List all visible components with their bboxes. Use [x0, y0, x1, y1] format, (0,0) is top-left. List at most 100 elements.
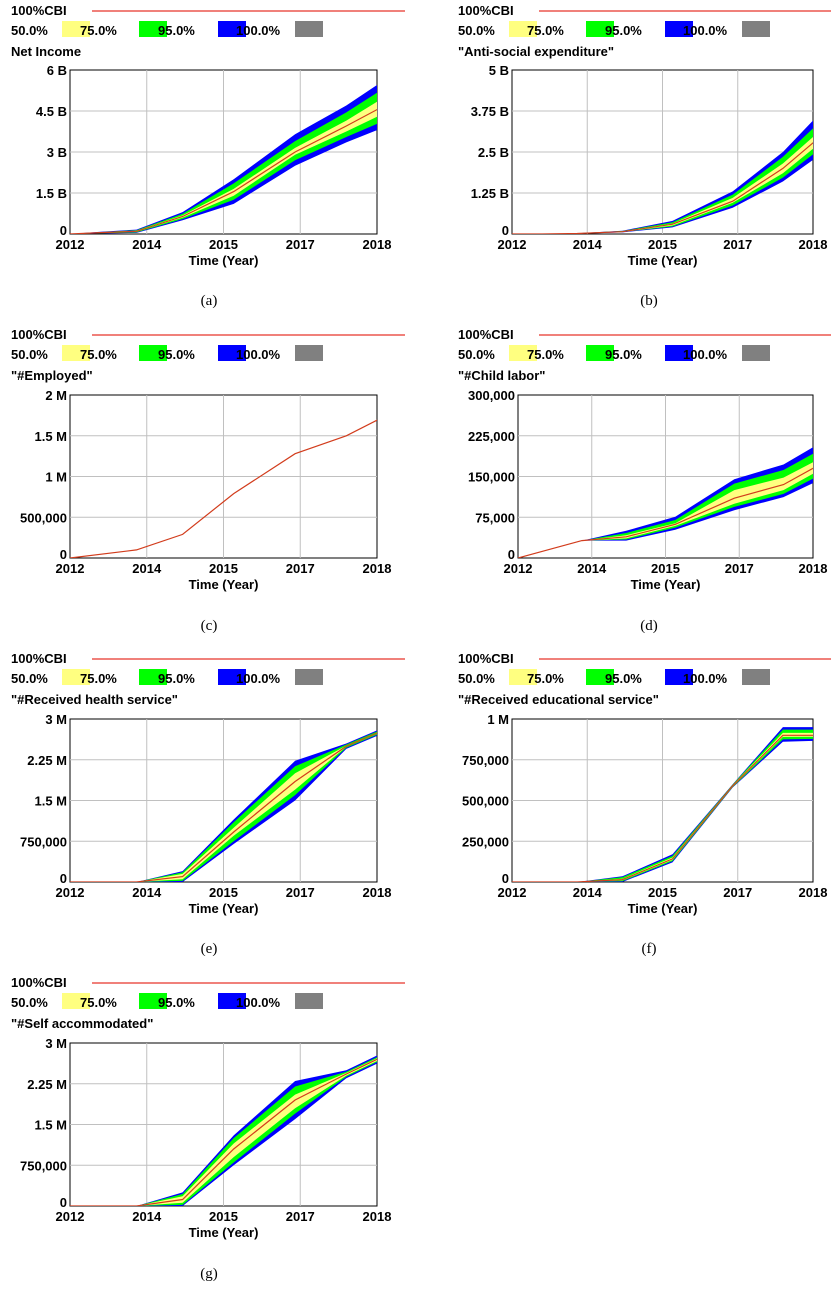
y-tick-label: 0 — [502, 871, 509, 886]
y-tick-label: 1.5 M — [34, 429, 67, 444]
y-tick-label: 3 M — [45, 1036, 67, 1051]
legend-swatch-band-75 — [586, 345, 614, 361]
legend-swatch-band-75 — [139, 345, 167, 361]
data-series — [70, 730, 377, 882]
y-tick-label: 225,000 — [468, 429, 515, 444]
legend-swatch-band-50 — [62, 669, 90, 685]
x-tick-label: 2015 — [209, 237, 238, 252]
legend-label-band-100: 100.0% — [236, 671, 281, 686]
legend-swatch-band-95 — [665, 669, 693, 685]
x-tick-label: 2018 — [363, 885, 392, 900]
panel-caption: (a) — [201, 293, 218, 309]
panel-caption: (g) — [200, 1266, 218, 1282]
legend-cbi-label: 100%CBI — [11, 3, 67, 18]
legend-swatch-band-50 — [509, 21, 537, 37]
legend-label-band-100: 100.0% — [683, 347, 728, 362]
y-tick-label: 0 — [60, 223, 67, 238]
y-tick-label: 500,000 — [20, 510, 67, 525]
legend-cbi-label: 100%CBI — [458, 3, 514, 18]
legend-cbi-label: 100%CBI — [458, 651, 514, 666]
chart-panel-f: 100%CBI 50.0% 75.0% 95.0% 100.0% "#Received e… — [458, 651, 831, 957]
legend-swatch-band-95 — [218, 993, 246, 1009]
y-tick-label: 1.5 M — [34, 794, 67, 809]
x-tick-label: 2012 — [56, 885, 85, 900]
x-tick-label: 2015 — [209, 561, 238, 576]
legend-swatch-band-100 — [295, 669, 323, 685]
legend-label-band-100: 100.0% — [236, 23, 281, 38]
x-tick-label: 2018 — [363, 1209, 392, 1224]
y-tick-label: 2.25 M — [27, 753, 67, 768]
legend-swatch-band-75 — [586, 21, 614, 37]
x-tick-label: 2012 — [56, 237, 85, 252]
y-tick-label: 4.5 B — [36, 104, 67, 119]
y-tick-label: 750,000 — [20, 1158, 67, 1173]
legend-label-band-95: 95.0% — [605, 671, 642, 686]
legend-swatch-band-100 — [742, 669, 770, 685]
data-series — [518, 447, 813, 558]
x-axis-title: Time (Year) — [628, 253, 698, 268]
y-tick-label: 750,000 — [462, 753, 509, 768]
y-tick-label: 0 — [60, 547, 67, 562]
chart-title: Net Income — [11, 44, 81, 59]
x-axis-title: Time (Year) — [189, 253, 259, 268]
y-tick-label: 2 M — [45, 388, 67, 403]
chart-title: "#Child labor" — [458, 368, 545, 383]
x-tick-label: 2012 — [498, 885, 527, 900]
legend-swatch-band-75 — [586, 669, 614, 685]
x-tick-label: 2018 — [363, 561, 392, 576]
legend-label-band-50: 50.0% — [458, 671, 495, 686]
panel-caption: (e) — [201, 941, 218, 957]
x-tick-label: 2012 — [504, 561, 533, 576]
legend-swatch-band-100 — [742, 21, 770, 37]
legend-label-band-100: 100.0% — [683, 23, 728, 38]
band-95-area — [512, 120, 813, 234]
x-tick-label: 2015 — [209, 1209, 238, 1224]
median-line — [512, 142, 813, 234]
median-line — [70, 419, 377, 558]
y-tick-label: 75,000 — [475, 510, 515, 525]
x-tick-label: 2017 — [725, 561, 754, 576]
y-tick-label: 3 M — [45, 712, 67, 727]
median-line — [518, 467, 813, 558]
y-tick-label: 6 B — [47, 63, 67, 78]
x-tick-label: 2018 — [363, 237, 392, 252]
legend-label-band-95: 95.0% — [158, 23, 195, 38]
x-tick-label: 2015 — [648, 237, 677, 252]
legend-swatch-band-100 — [295, 21, 323, 37]
y-tick-label: 1 M — [45, 470, 67, 485]
chart-title: "#Received health service" — [11, 692, 178, 707]
legend-label-band-75: 75.0% — [80, 347, 117, 362]
band-50-area — [512, 136, 813, 234]
y-tick-label: 5 B — [489, 63, 509, 78]
x-axis-title: Time (Year) — [628, 901, 698, 916]
y-tick-label: 2.25 M — [27, 1077, 67, 1092]
legend-label-band-75: 75.0% — [527, 347, 564, 362]
legend-swatch-band-75 — [139, 669, 167, 685]
data-series — [70, 1055, 377, 1206]
panel-caption: (d) — [640, 618, 658, 634]
x-tick-label: 2014 — [132, 1209, 162, 1224]
y-tick-label: 1.5 M — [34, 1118, 67, 1133]
legend-cbi-label: 100%CBI — [458, 327, 514, 342]
x-tick-label: 2015 — [209, 885, 238, 900]
legend-swatch-band-50 — [62, 21, 90, 37]
legend-swatch-band-50 — [62, 345, 90, 361]
legend-label-band-50: 50.0% — [458, 23, 495, 38]
legend-swatch-band-50 — [62, 993, 90, 1009]
band-75-area — [512, 128, 813, 234]
data-series — [512, 727, 813, 882]
median-line — [70, 732, 377, 882]
legend-swatch-band-100 — [295, 993, 323, 1009]
band-75-area — [70, 731, 377, 882]
legend-label-band-75: 75.0% — [527, 23, 564, 38]
x-tick-label: 2012 — [56, 561, 85, 576]
x-tick-label: 2014 — [132, 561, 162, 576]
legend-label-band-100: 100.0% — [683, 671, 728, 686]
legend-label-band-95: 95.0% — [158, 671, 195, 686]
legend-label-band-95: 95.0% — [158, 347, 195, 362]
legend-label-band-75: 75.0% — [527, 671, 564, 686]
legend-label-band-100: 100.0% — [236, 995, 281, 1010]
median-line — [70, 108, 377, 234]
legend-cbi-label: 100%CBI — [11, 651, 67, 666]
legend-swatch-band-100 — [742, 345, 770, 361]
